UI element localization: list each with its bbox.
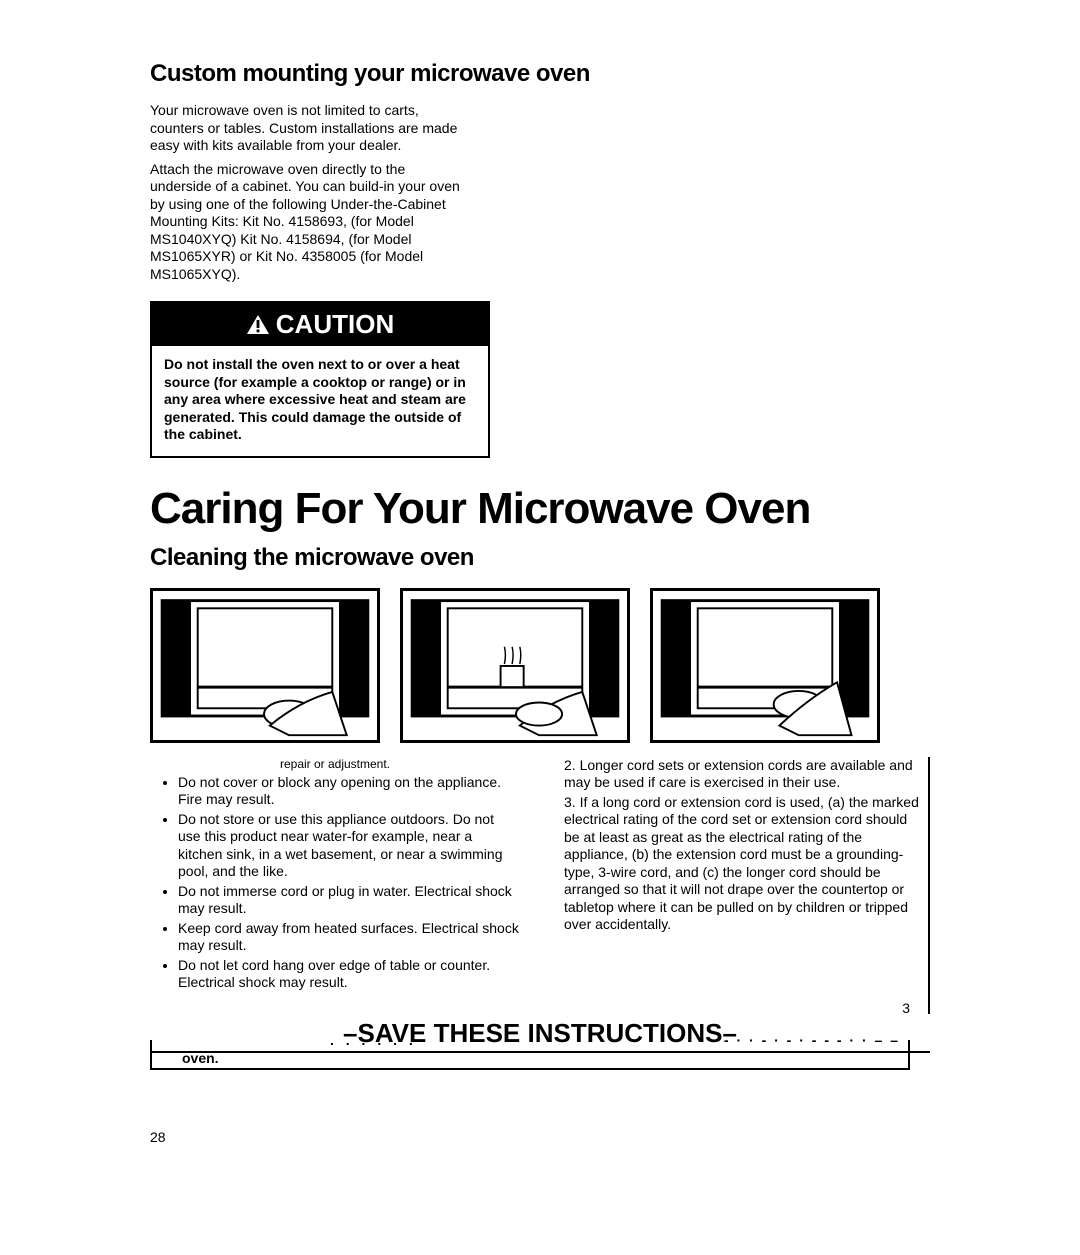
caution-box: CAUTION Do not install the oven next to … bbox=[150, 301, 490, 458]
safety-bullet: Do not store or use this appliance outdo… bbox=[178, 811, 520, 881]
bottom-fragment-word: oven. bbox=[182, 1050, 219, 1066]
safety-item-2-fragment: 2. Longer cord sets or extension cords a… bbox=[564, 757, 920, 792]
left-fragment-text: repair or adjustment. bbox=[150, 757, 520, 772]
section1-para1: Your microwave oven is not limited to ca… bbox=[150, 102, 470, 155]
page-number-left: 28 bbox=[150, 1129, 166, 1145]
caution-header: CAUTION bbox=[152, 303, 488, 346]
bottom-fragment-box: oven. bbox=[150, 1040, 910, 1070]
safety-bullet-list: Do not cover or block any opening on the… bbox=[150, 774, 520, 992]
cleaning-figure-3 bbox=[650, 588, 880, 743]
safety-numbered-list: 2. Longer cord sets or extension cords a… bbox=[550, 757, 920, 934]
safety-bullet: Do not cover or block any opening on the… bbox=[178, 774, 520, 809]
safety-two-column: repair or adjustment. Do not cover or bl… bbox=[150, 757, 930, 1014]
main-title: Caring For Your Microwave Oven bbox=[150, 484, 930, 534]
safety-right-column: 2. Longer cord sets or extension cords a… bbox=[550, 757, 920, 994]
caution-body-text: Do not install the oven next to or over … bbox=[152, 346, 488, 456]
figure-row bbox=[150, 588, 930, 743]
safety-bullet: Keep cord away from heated surfaces. Ele… bbox=[178, 920, 520, 955]
page-number-right: 3 bbox=[902, 1000, 910, 1016]
section1-body: Your microwave oven is not limited to ca… bbox=[150, 102, 470, 283]
safety-bullet: Do not let cord hang over edge of table … bbox=[178, 957, 520, 992]
section-heading-cleaning: Cleaning the microwave oven bbox=[150, 544, 930, 572]
safety-left-column: repair or adjustment. Do not cover or bl… bbox=[150, 757, 520, 994]
section1-para2: Attach the microwave oven directly to th… bbox=[150, 161, 470, 284]
cleaning-figure-2 bbox=[400, 588, 630, 743]
section-heading-custom-mounting: Custom mounting your microwave oven bbox=[150, 60, 930, 88]
caution-label: CAUTION bbox=[276, 309, 394, 340]
safety-item-3: 3. If a long cord or extension cord is u… bbox=[564, 794, 920, 934]
warning-triangle-icon bbox=[246, 314, 270, 335]
safety-bullet: Do not immerse cord or plug in water. El… bbox=[178, 883, 520, 918]
cleaning-figure-1 bbox=[150, 588, 380, 743]
